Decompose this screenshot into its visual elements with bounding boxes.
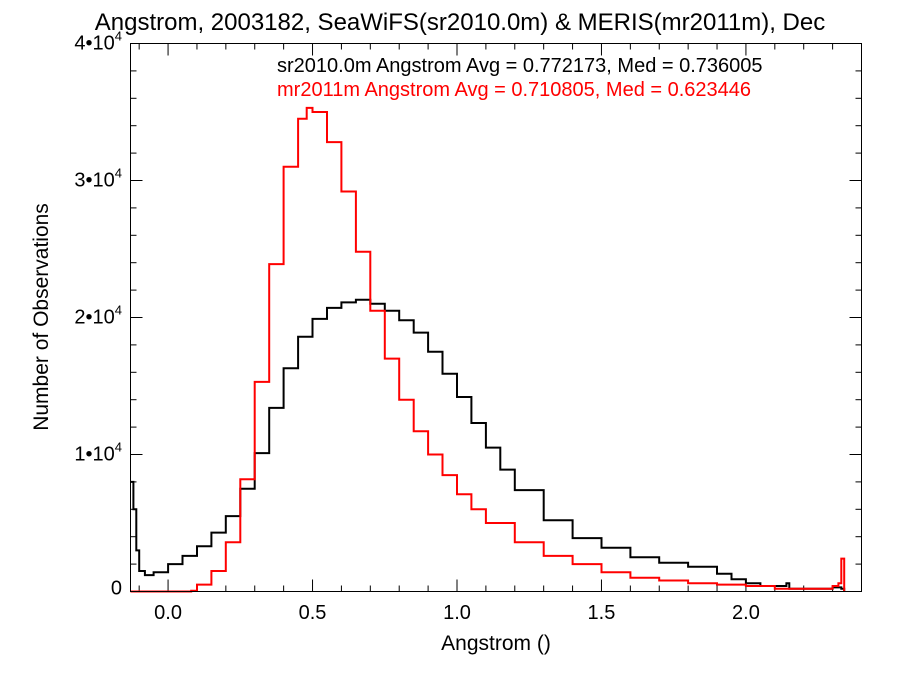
legend: sr2010.0m Angstrom Avg = 0.772173, Med =… [277, 55, 763, 101]
chart-title: Angstrom, 2003182, SeaWiFS(sr2010.0m) & … [95, 9, 825, 36]
y-axis-label: Number of Observations [30, 203, 53, 431]
series-lines [130, 106, 846, 593]
x-tick-label: 0.0 [154, 602, 182, 624]
y-tick-label: 2•104 [74, 303, 122, 329]
legend-entry-mr2011: mr2011m Angstrom Avg = 0.710805, Med = 0… [277, 79, 751, 101]
y-tick-label: 1•104 [74, 440, 122, 466]
series-line-sr2010.0m [130, 298, 846, 592]
series-line-mr2011m [130, 106, 846, 593]
y-axis-ticks: 0 1•104 2•104 3•104 4•104 [74, 29, 862, 600]
x-axis-label: Angstrom () [441, 632, 551, 655]
x-axis-ticks: 0.0 0.5 1.0 1.5 2.0 [138, 43, 834, 624]
y-tick-label: 3•104 [74, 166, 122, 192]
x-tick-label: 1.5 [588, 602, 616, 624]
y-tick-label: 4•104 [74, 29, 122, 55]
x-tick-label: 1.0 [443, 602, 471, 624]
x-tick-label: 0.5 [299, 602, 327, 624]
plot-frame [130, 43, 862, 592]
y-tick-label: 0 [111, 578, 122, 600]
legend-entry-sr2010: sr2010.0m Angstrom Avg = 0.772173, Med =… [277, 55, 763, 77]
x-tick-label: 2.0 [732, 602, 760, 624]
